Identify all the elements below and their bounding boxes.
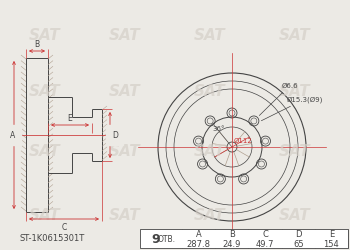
Text: D: D: [295, 229, 301, 238]
Text: 65: 65: [293, 239, 303, 248]
Text: SAT: SAT: [29, 208, 61, 222]
Text: 36°: 36°: [212, 126, 224, 132]
Text: SAT: SAT: [109, 208, 141, 222]
Text: SAT: SAT: [279, 143, 311, 158]
Text: SAT: SAT: [29, 28, 61, 43]
Text: SAT: SAT: [194, 83, 226, 98]
Text: ST-1K0615301T: ST-1K0615301T: [19, 233, 85, 242]
Text: ОТВ.: ОТВ.: [158, 234, 176, 243]
Text: SAT: SAT: [29, 143, 61, 158]
Text: 154: 154: [323, 239, 339, 248]
Text: SAT: SAT: [194, 143, 226, 158]
Text: 24.9: 24.9: [223, 239, 241, 248]
Text: B: B: [34, 40, 40, 49]
Bar: [140, 229, 348, 248]
Text: A: A: [196, 229, 202, 238]
Text: SAT: SAT: [29, 83, 61, 98]
Text: SAT: SAT: [194, 28, 226, 43]
Text: E: E: [329, 229, 334, 238]
Text: SAT: SAT: [279, 28, 311, 43]
Text: A: A: [10, 131, 16, 140]
Text: Ø15.3(Ø9): Ø15.3(Ø9): [261, 96, 323, 121]
Text: SAT: SAT: [109, 28, 141, 43]
Text: B: B: [229, 229, 235, 238]
Text: SAT: SAT: [279, 83, 311, 98]
Text: SAT: SAT: [194, 208, 226, 222]
Text: 287.8: 287.8: [187, 239, 211, 248]
Text: E: E: [68, 114, 72, 122]
Text: C: C: [262, 229, 268, 238]
Text: D: D: [112, 131, 118, 140]
Text: 49.7: 49.7: [256, 239, 274, 248]
Text: C: C: [61, 222, 66, 231]
Text: SAT: SAT: [279, 208, 311, 222]
Text: Ø112: Ø112: [234, 138, 253, 143]
Text: Ø6.6: Ø6.6: [259, 83, 299, 116]
Text: SAT: SAT: [109, 143, 141, 158]
Text: 9: 9: [152, 232, 160, 245]
Text: SAT: SAT: [109, 83, 141, 98]
